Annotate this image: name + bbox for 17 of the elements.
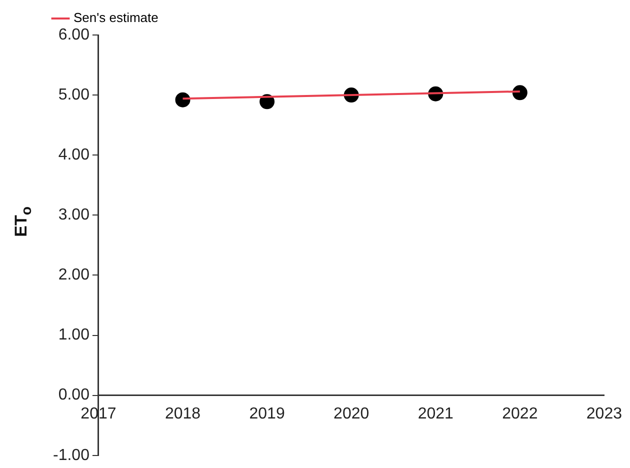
x-tick-label: 2020 xyxy=(334,405,370,422)
x-tick-label: 2023 xyxy=(586,405,622,422)
x-tick-label: 2019 xyxy=(249,405,285,422)
point xyxy=(512,85,528,100)
x-tick-label: 2022 xyxy=(502,405,538,422)
y-tick-label: 0.00 xyxy=(58,386,90,404)
y-tick-label: 1.00 xyxy=(58,326,90,344)
x-tick-label: 2021 xyxy=(418,405,454,422)
y-tick-label: 3.00 xyxy=(58,206,90,224)
y-tick-label: 2.00 xyxy=(58,266,90,284)
point xyxy=(175,92,190,108)
y-tick-label: 4.00 xyxy=(58,146,90,164)
legend-label: Sen's estimate xyxy=(74,10,158,26)
x-tick-label: 2018 xyxy=(164,405,201,422)
y-tick-label: -1.00 xyxy=(53,446,90,464)
y-tick-label: 5.00 xyxy=(58,86,90,104)
y-tick-label: 6.00 xyxy=(58,26,90,44)
